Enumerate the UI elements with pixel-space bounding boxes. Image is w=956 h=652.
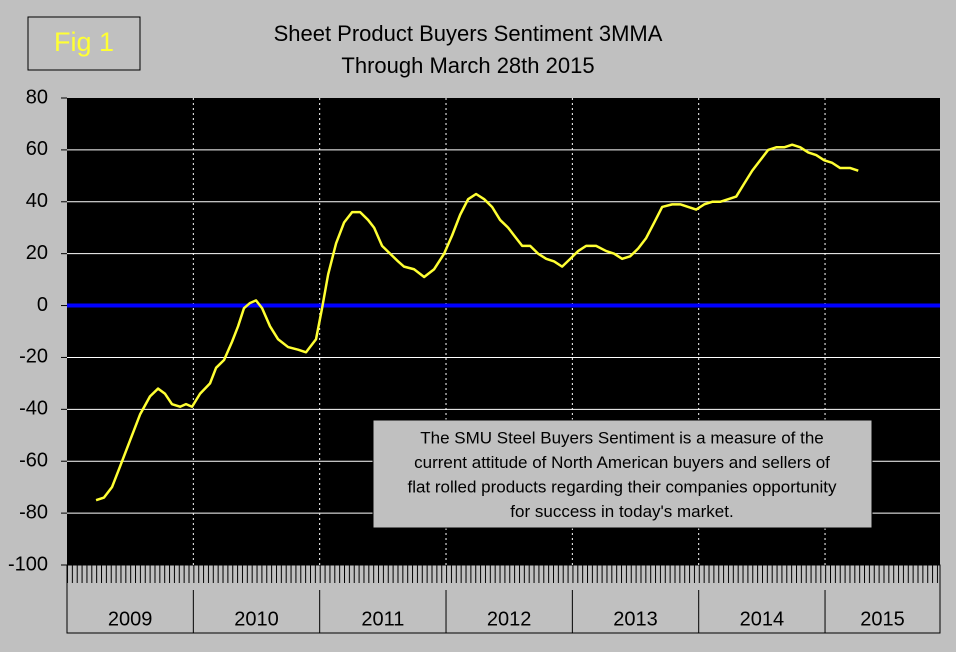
data-line xyxy=(95,143,859,502)
x-tick-label: 2009 xyxy=(108,608,153,630)
y-tick-label: 80 xyxy=(26,86,48,108)
x-tick-label: 2013 xyxy=(613,608,658,630)
figure-label-box xyxy=(27,16,141,71)
figure-label: Fig 1 xyxy=(54,27,114,57)
y-tick-label: -100 xyxy=(8,553,48,575)
annotation-text: The SMU Steel Buyers Sentiment is a meas… xyxy=(420,428,823,447)
minor-ticks xyxy=(67,565,940,583)
x-tick-label: 2011 xyxy=(361,608,404,630)
chart-title: Sheet Product Buyers Sentiment 3MMA xyxy=(274,21,663,46)
x-tick-label: 2015 xyxy=(860,608,905,630)
x-tick-label: 2012 xyxy=(487,608,532,630)
annotation-box xyxy=(372,419,873,529)
x-tick-label: 2010 xyxy=(234,608,279,630)
x-tick-label: 2014 xyxy=(740,608,785,630)
y-tick-label: -60 xyxy=(19,450,48,472)
y-tick-label: -80 xyxy=(19,501,48,523)
annotation-text: for success in today's market. xyxy=(510,502,733,521)
chart-subtitle: Through March 28th 2015 xyxy=(341,53,594,78)
y-tick-label: -40 xyxy=(19,398,48,420)
y-tick-label: 60 xyxy=(26,138,48,160)
y-tick-label: 20 xyxy=(26,242,48,264)
y-tick-label: -20 xyxy=(19,346,48,368)
annotation-text: current attitude of North American buyer… xyxy=(414,453,830,472)
x-axis-box xyxy=(66,564,941,634)
chart-layer: -100 -80 -60 -40 -20 0 20 40 60 80 2009 2010 2011 201… xyxy=(8,86,940,633)
y-tick-label: 40 xyxy=(26,190,48,212)
y-tick-label: 0 xyxy=(37,294,48,316)
annotation-text: flat rolled products regarding their com… xyxy=(407,477,837,496)
